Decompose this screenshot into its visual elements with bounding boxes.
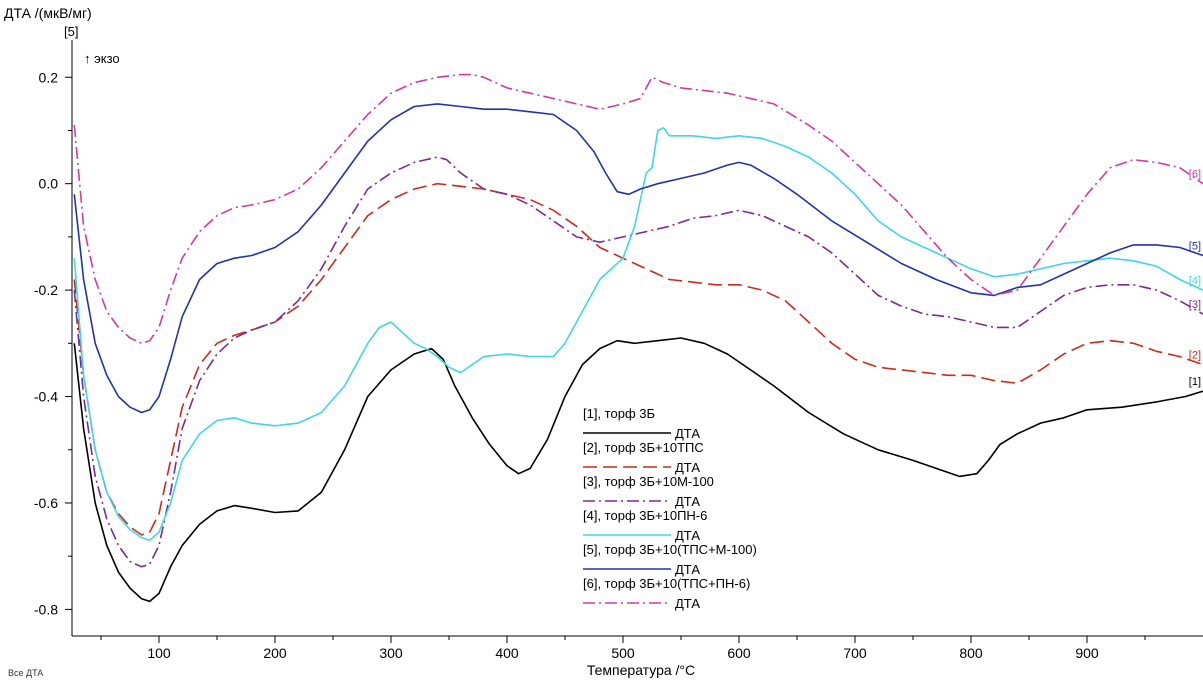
series-end-tag-6: [6] xyxy=(1189,169,1201,181)
exo-label: ↑ экзо xyxy=(84,51,120,66)
series-end-tag-3: [3] xyxy=(1189,299,1201,311)
series-layer xyxy=(73,73,1203,603)
axes: 100 200 300 400 500 600 700 800 900 0.2 0.0 -0.2 -0.… xyxy=(34,40,1203,661)
series-end-tag-4: [4] xyxy=(1189,275,1201,287)
legend-entry-sublabel: ДТА xyxy=(675,528,700,543)
legend-entry-sublabel: ДТА xyxy=(675,562,700,577)
y-tick-label: -0.2 xyxy=(34,282,58,298)
y-tick-label: 0.2 xyxy=(39,69,59,85)
legend-entry-name: [1], торф 3Б xyxy=(583,406,655,421)
series-line-3 xyxy=(73,156,1203,568)
x-tick-label: 500 xyxy=(611,645,635,661)
legend-entry-sublabel: ДТА xyxy=(675,596,700,611)
legend-entry-name: [4], торф 3Б+10ПН-6 xyxy=(583,508,707,523)
x-tick-label: 200 xyxy=(263,645,287,661)
legend-entry-name: [3], торф 3Б+10М-100 xyxy=(583,474,714,489)
y-tick-label: -0.8 xyxy=(34,601,58,617)
x-tick-label: 100 xyxy=(147,645,171,661)
x-tick-label: 600 xyxy=(727,645,751,661)
series-end-tag-2: [2] xyxy=(1189,350,1201,362)
legend-entry-name: [2], торф 3Б+10ТПС xyxy=(583,440,704,455)
x-tick-label: 800 xyxy=(959,645,983,661)
series-end-tag-5: [5] xyxy=(1189,241,1201,253)
x-axis-title: Температура /°C xyxy=(587,662,695,678)
legend-entry-sublabel: ДТА xyxy=(675,494,700,509)
series-line-1 xyxy=(73,337,1203,603)
y-tick-label: -0.4 xyxy=(34,389,58,405)
y-tick-label: 0.0 xyxy=(39,176,59,192)
series-line-2 xyxy=(73,182,1203,536)
series-end-tag-1: [1] xyxy=(1189,376,1201,388)
legend-entry-sublabel: ДТА xyxy=(675,460,700,475)
x-tick-label: 400 xyxy=(495,645,519,661)
legend-entry-name: [5], торф 3Б+10(ТПС+М-100) xyxy=(583,542,757,557)
legend-entry-sublabel: ДТА xyxy=(675,426,700,441)
y-tick-label: -0.6 xyxy=(34,495,58,511)
x-tick-label: 700 xyxy=(843,645,867,661)
x-tick-label: 900 xyxy=(1075,645,1099,661)
legend-entry-name: [6], торф 3Б+10(ТПС+ПН-6) xyxy=(583,576,750,591)
footer-label: Все ДТА xyxy=(8,668,44,678)
series-line-6 xyxy=(73,73,1203,345)
x-tick-label: 300 xyxy=(379,645,403,661)
labels-layer: ДТА /(мкВ/мг) [5] ↑ экзо Температура /°C [1]… xyxy=(4,5,1201,678)
y-axis-title: ДТА /(мкВ/мг) xyxy=(4,5,92,21)
series-line-5 xyxy=(73,103,1203,414)
series-line-4 xyxy=(73,127,1203,542)
y-axis-series-tag: [5] xyxy=(64,24,78,39)
